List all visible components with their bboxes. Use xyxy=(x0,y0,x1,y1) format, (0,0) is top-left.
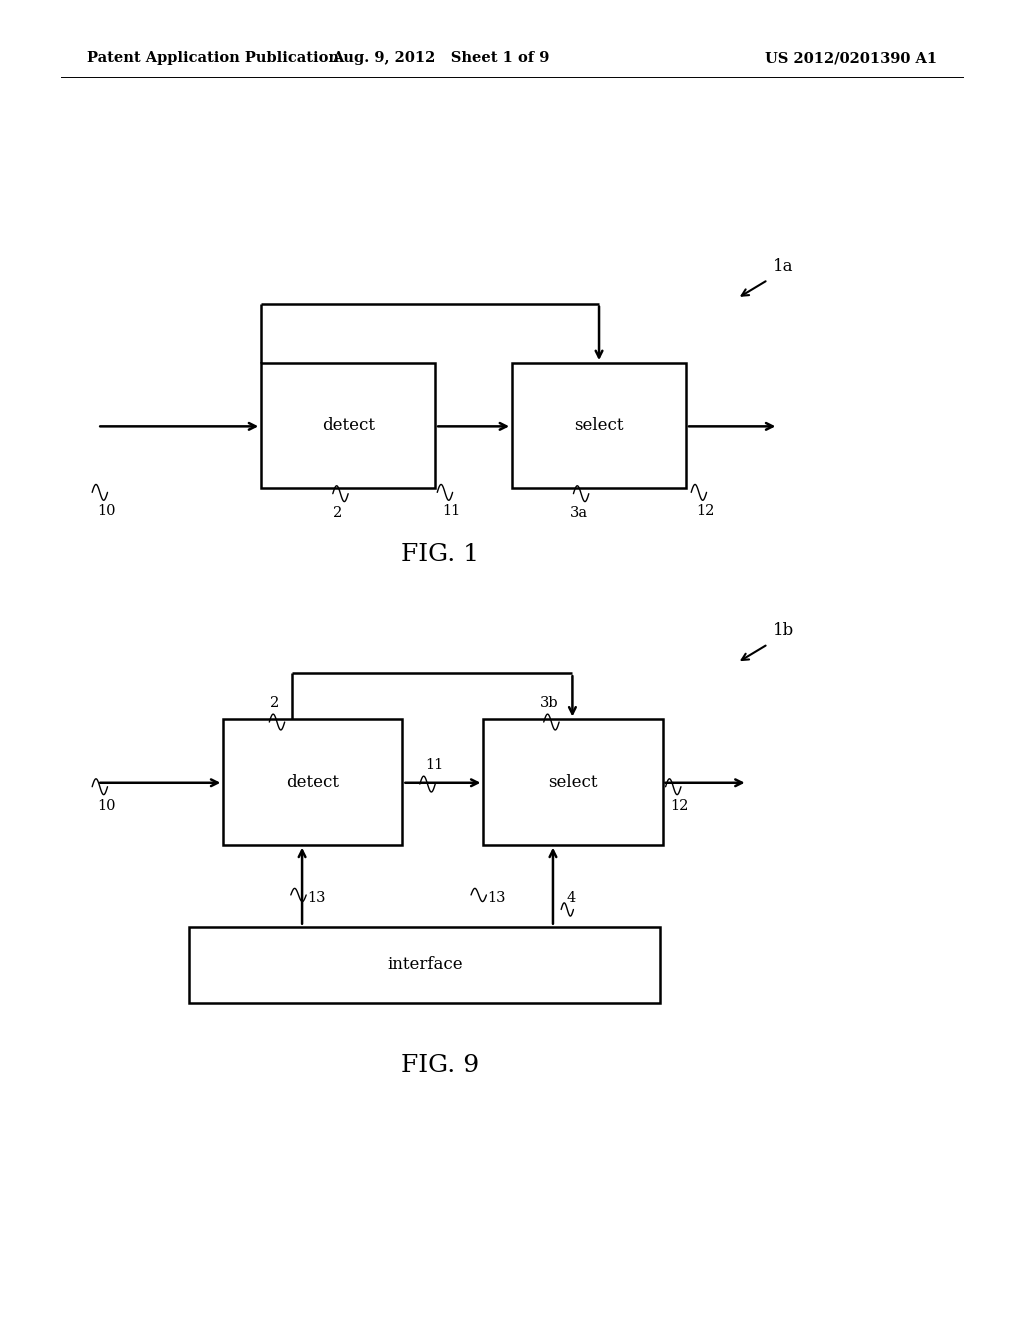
Text: 10: 10 xyxy=(97,504,116,519)
Text: 3b: 3b xyxy=(540,696,558,710)
Text: 13: 13 xyxy=(307,891,326,904)
Text: 2: 2 xyxy=(269,696,280,710)
Text: select: select xyxy=(574,417,624,434)
Text: Patent Application Publication: Patent Application Publication xyxy=(87,51,339,65)
Text: 2: 2 xyxy=(333,506,343,520)
Text: 4: 4 xyxy=(566,891,575,904)
Text: 11: 11 xyxy=(425,758,443,772)
Text: detect: detect xyxy=(322,417,375,434)
Text: FIG. 9: FIG. 9 xyxy=(401,1053,479,1077)
Text: 1a: 1a xyxy=(773,257,794,275)
Text: FIG. 1: FIG. 1 xyxy=(401,543,479,566)
Text: interface: interface xyxy=(387,957,463,973)
Bar xyxy=(189,927,660,1003)
Text: Aug. 9, 2012   Sheet 1 of 9: Aug. 9, 2012 Sheet 1 of 9 xyxy=(332,51,549,65)
Text: 12: 12 xyxy=(696,504,715,519)
Bar xyxy=(483,719,663,845)
Text: 13: 13 xyxy=(487,891,506,904)
Text: US 2012/0201390 A1: US 2012/0201390 A1 xyxy=(765,51,937,65)
Text: select: select xyxy=(548,774,598,791)
Text: 10: 10 xyxy=(97,799,116,813)
Bar xyxy=(512,363,686,488)
Text: 11: 11 xyxy=(442,504,461,519)
Bar xyxy=(223,719,402,845)
Text: 3a: 3a xyxy=(569,506,588,520)
Text: 12: 12 xyxy=(671,799,689,813)
Bar xyxy=(261,363,435,488)
Text: 1b: 1b xyxy=(773,622,795,639)
Text: detect: detect xyxy=(287,774,339,791)
